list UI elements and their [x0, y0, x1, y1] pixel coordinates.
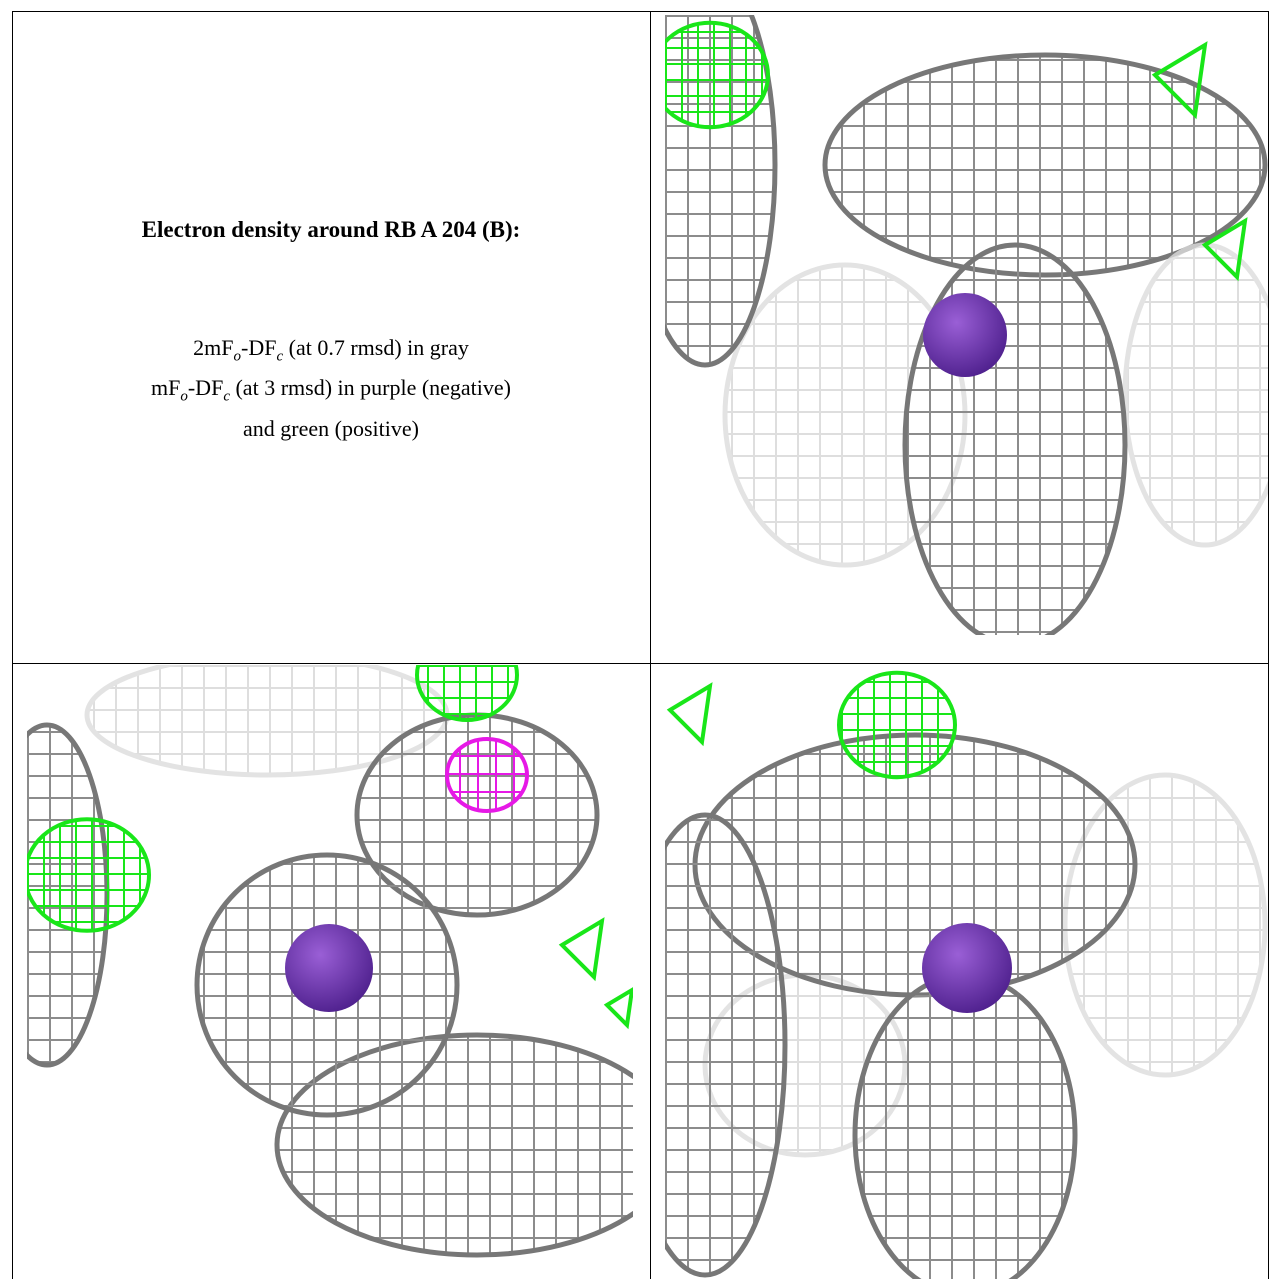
negative-mesh [445, 737, 529, 813]
positive-mesh [666, 682, 713, 747]
positive-mesh [837, 670, 957, 780]
panel-title: Electron density around RB A 204 (B): [141, 217, 521, 242]
text: -DF [241, 335, 277, 360]
atom [923, 293, 1007, 377]
atom [285, 924, 373, 1012]
legend-line: 2mFo-DFc (at 0.7 rmsd) in gray [12, 332, 650, 372]
mesh [852, 972, 1078, 1279]
border [650, 11, 651, 1279]
border [1268, 11, 1269, 1279]
border [12, 11, 13, 1279]
text: (at 3 rmsd) in purple (negative) [229, 375, 511, 401]
positive-mesh [603, 987, 633, 1030]
positive-mesh [558, 917, 605, 982]
text: (at 0.7 rmsd) in gray [283, 335, 469, 360]
legend: 2mFo-DFc (at 0.7 rmsd) in gray mFo-DFc (a… [12, 332, 650, 444]
legend-line: and green (positive) [12, 413, 650, 444]
border [12, 11, 1269, 12]
legend-line: mFo-DFc (at 3 rmsd) in purple (negative) [12, 372, 650, 412]
positive-mesh [1201, 217, 1248, 282]
positive-mesh [665, 20, 770, 130]
subscript: c [276, 348, 284, 365]
mesh [665, 812, 788, 1278]
subscript: c [223, 388, 230, 405]
positive-mesh [1151, 41, 1208, 120]
text: mF [151, 375, 181, 401]
density-image [665, 15, 1268, 635]
atom [922, 923, 1012, 1013]
density-image [665, 670, 1268, 1279]
subscript: o [180, 388, 188, 405]
text-panel: Electron density around RB A 204 (B): 2m… [12, 12, 650, 663]
text: and green (positive) [243, 415, 419, 441]
text: -DF [187, 375, 224, 401]
border [12, 663, 1269, 664]
positive-mesh [27, 817, 151, 933]
text: 2mF [193, 335, 234, 360]
density-image [27, 665, 633, 1258]
subscript: o [233, 348, 242, 365]
positive-mesh [415, 665, 519, 722]
mesh [1122, 242, 1268, 548]
